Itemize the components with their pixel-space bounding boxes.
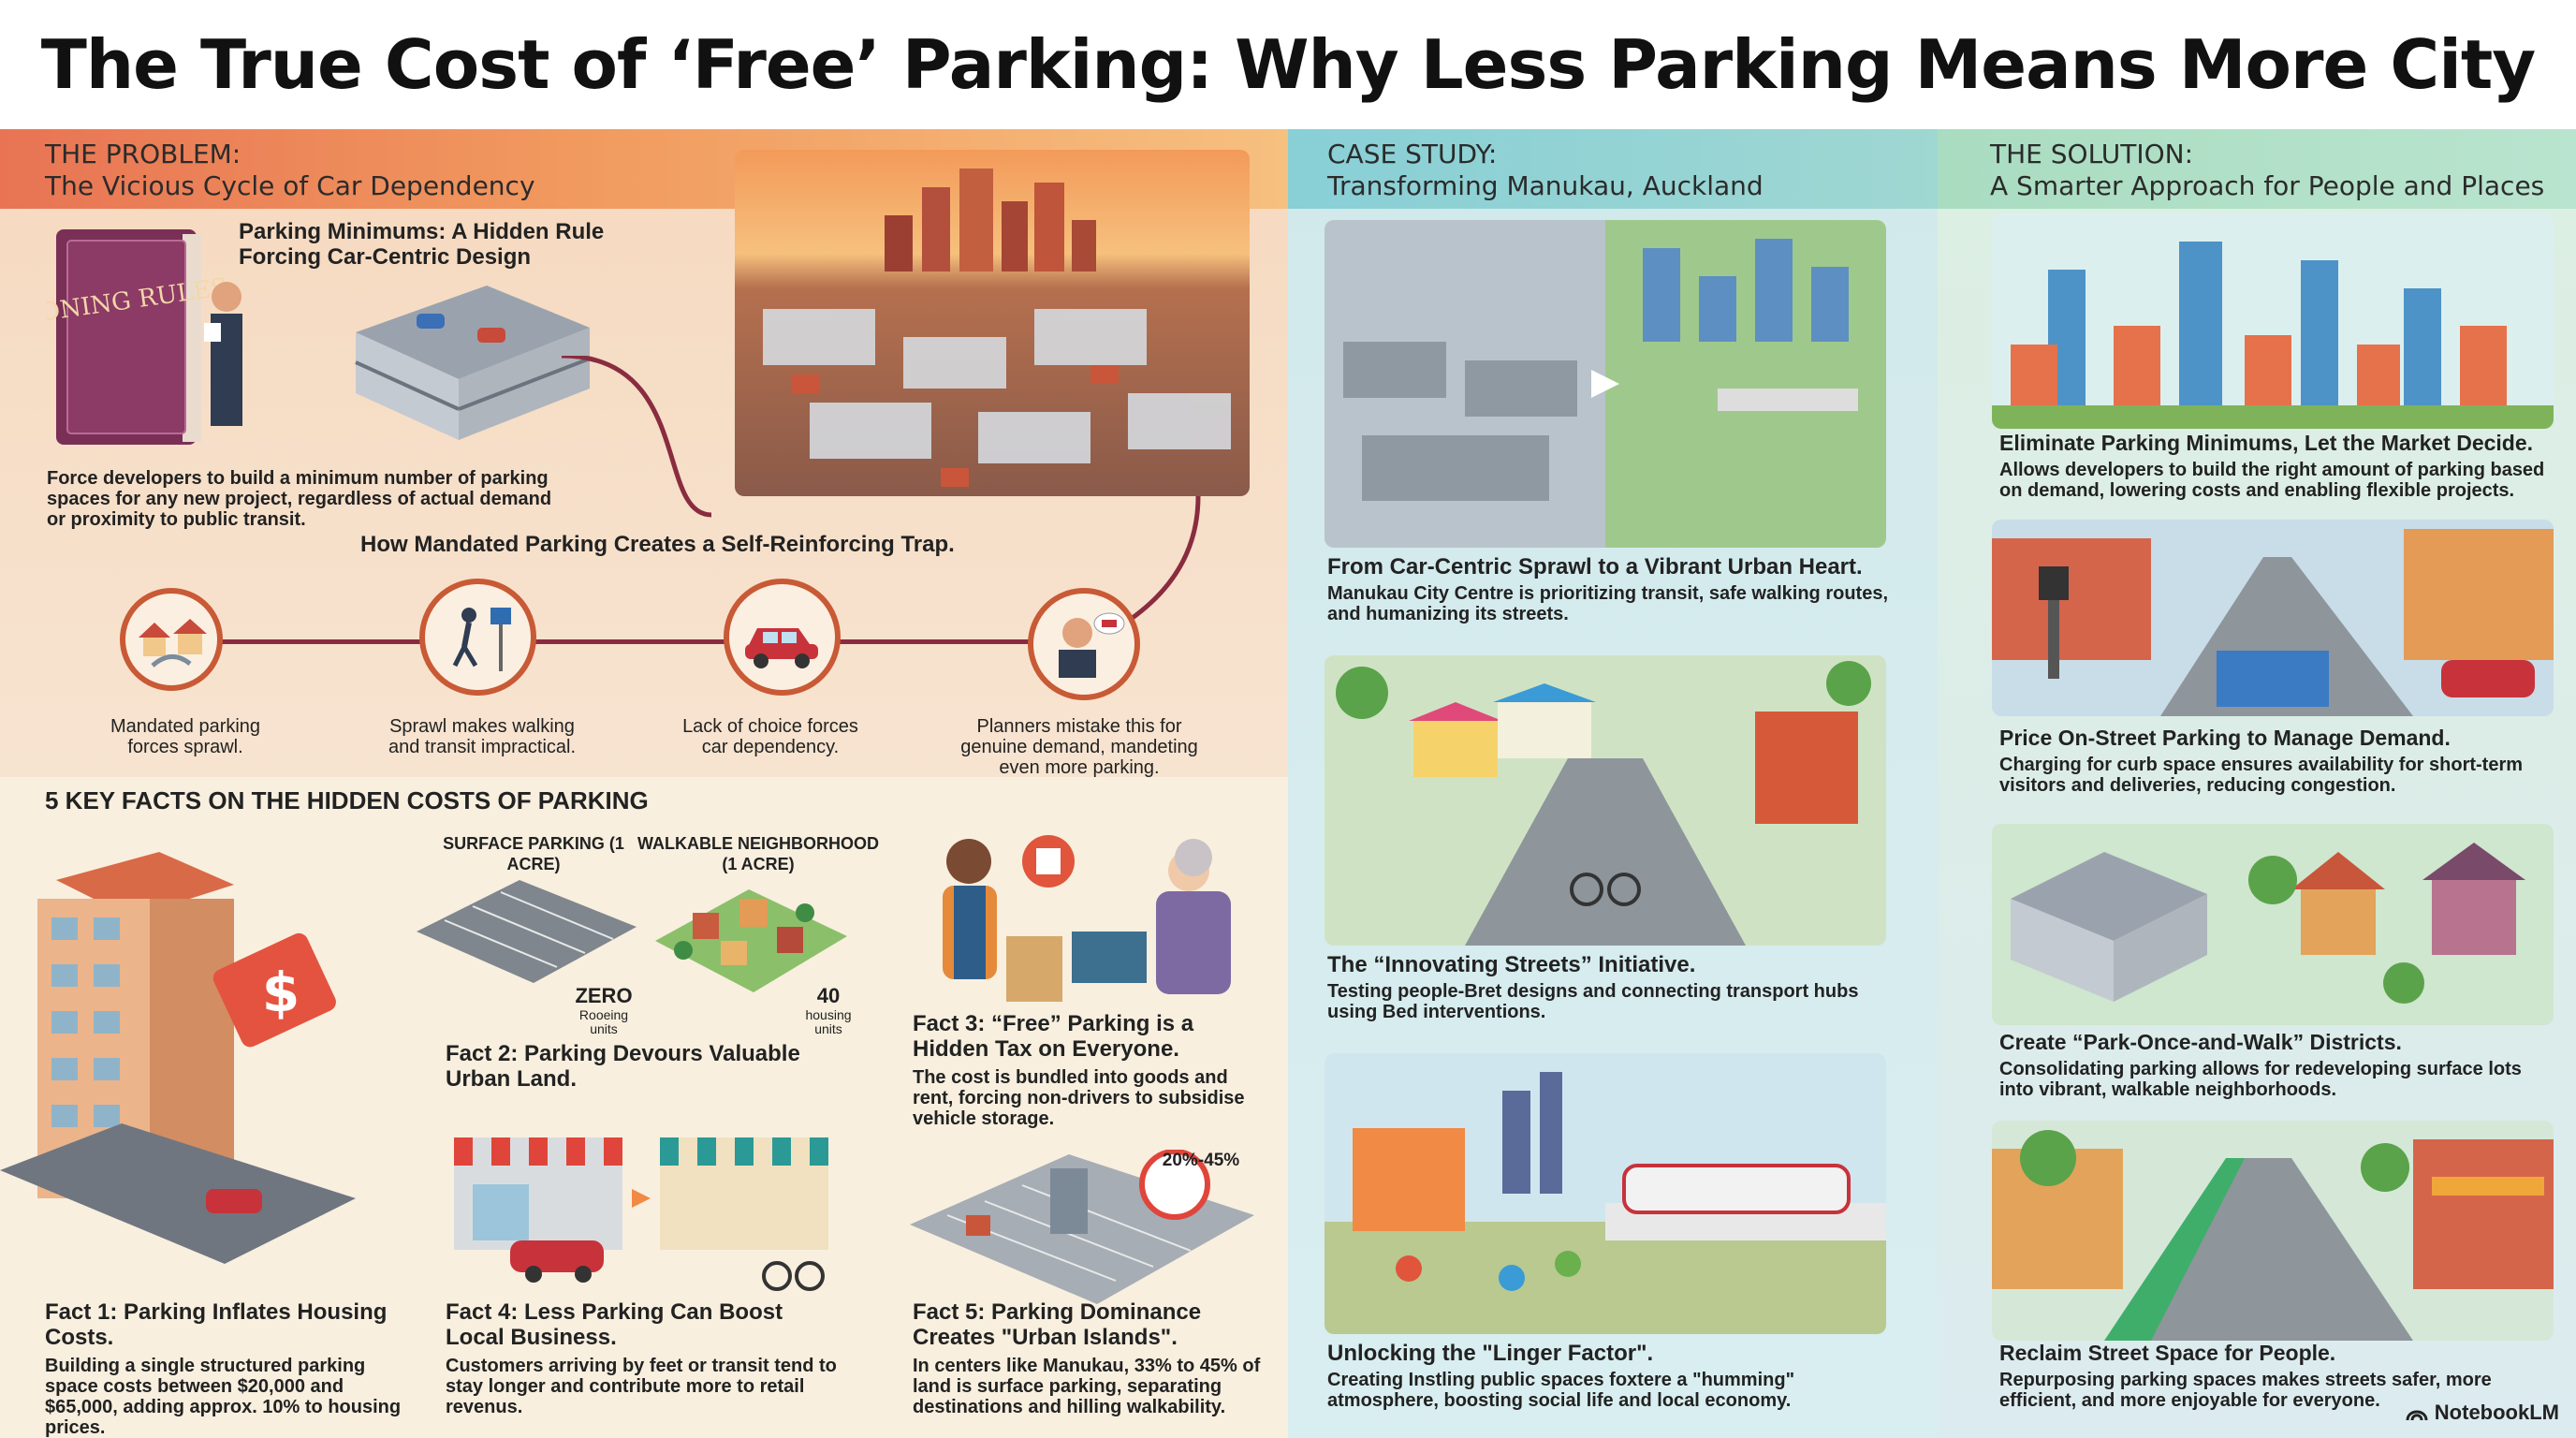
fact-5-body: In centers like Manukau, 33% to 45% of l… bbox=[913, 1356, 1261, 1417]
fact-1-body: Building a single structured parking spa… bbox=[45, 1356, 402, 1438]
forty-unit: housing units bbox=[805, 1007, 852, 1036]
solution-item-4-title: Reclaim Street Space for People. bbox=[1999, 1341, 2336, 1365]
parking-minimums-title: Parking Minimums: A Hidden Rule Forcing … bbox=[239, 219, 605, 270]
case-item-2: The “Innovating Streets” Initiative. Tes… bbox=[1327, 952, 1908, 1022]
problem-subtitle: The Vicious Cycle of Car Dependency bbox=[45, 170, 535, 201]
case-item-1-body: Manukau City Centre is prioritizing tran… bbox=[1327, 583, 1889, 624]
case-item-3-title: Unlocking the "Linger Factor". bbox=[1327, 1341, 1654, 1366]
parking-garage-illustration bbox=[355, 286, 591, 440]
case-item-2-title: The “Innovating Streets” Initiative. bbox=[1327, 952, 1696, 977]
fact-5-title: Fact 5: Parking Dominance Creates "Urban… bbox=[913, 1299, 1202, 1350]
on-street-parking-illustration bbox=[1992, 520, 2554, 716]
car-icon bbox=[744, 627, 818, 668]
planner-icon bbox=[1059, 612, 1125, 678]
fact-1-title: Fact 1: Parking Inflates Housing Costs. bbox=[45, 1299, 388, 1350]
solution-item-3: Create “Park-Once-and-Walk” Districts. C… bbox=[1999, 1030, 2561, 1100]
price-tag-text: $ bbox=[262, 961, 300, 1024]
surface-parking-lot-illustration bbox=[417, 880, 637, 983]
zero-units-stat: ZERO Rooeing units bbox=[571, 983, 637, 1036]
case-item-3: Unlocking the "Linger Factor". Creating … bbox=[1327, 1341, 1908, 1411]
case-item-2-body: Testing people-Bret designs and connecti… bbox=[1327, 981, 1859, 1022]
cycle-step-3 bbox=[724, 579, 841, 696]
fact-5: Fact 5: Parking Dominance Creates "Urban… bbox=[913, 1299, 1268, 1417]
solution-header: THE SOLUTION: A Smarter Approach for Peo… bbox=[1990, 139, 2570, 202]
fact-2: Fact 2: Parking Devours Valuable Urban L… bbox=[446, 1041, 820, 1092]
title-bar: The True Cost of ‘Free’ Parking: Why Les… bbox=[0, 0, 2576, 129]
fact-3-body: The cost is bundled into goods and rent,… bbox=[913, 1067, 1245, 1129]
sprawl-city-illustration bbox=[735, 150, 1250, 496]
facts-heading: 5 KEY FACTS ON THE HIDDEN COSTS OF PARKI… bbox=[45, 786, 649, 814]
park-once-district-illustration bbox=[1992, 824, 2554, 1025]
house-icon bbox=[139, 619, 207, 668]
solution-item-1-title: Eliminate Parking Minimums, Let the Mark… bbox=[1999, 431, 2534, 455]
zoning-rules-book-illustration: ZONING RULES bbox=[47, 229, 242, 445]
walkable-neighborhood-label: WALKABLE NEIGHBORHOOD (1 ACRE) bbox=[637, 834, 879, 873]
solution-item-2-title: Price On-Street Parking to Manage Demand… bbox=[1999, 726, 2451, 750]
urban-islands-illustration bbox=[910, 1150, 1254, 1304]
page-title: The True Cost of ‘Free’ Parking: Why Les… bbox=[40, 25, 2536, 104]
fact-3: Fact 3: “Free” Parking is a Hidden Tax o… bbox=[913, 1011, 1268, 1129]
solution-item-1-body: Allows developers to build the right amo… bbox=[1999, 460, 2545, 501]
case-item-1-title: From Car-Centric Sprawl to a Vibrant Urb… bbox=[1327, 554, 1863, 580]
notebooklm-branding: NotebookLM bbox=[2405, 1401, 2559, 1425]
cycle-caption-2: Sprawl makes walking and transit impract… bbox=[388, 716, 577, 757]
trap-title: How Mandated Parking Creates a Self-Rein… bbox=[360, 532, 955, 557]
fact-4: Fact 4: Less Parking Can Boost Local Bus… bbox=[446, 1299, 839, 1417]
surface-parking-label: SURFACE PARKING (1 ACRE) bbox=[443, 834, 624, 873]
case-study-label: CASE STUDY: bbox=[1327, 139, 1498, 169]
walking-person-icon bbox=[452, 607, 511, 671]
cycle-caption-1: Mandated parking forces sprawl. bbox=[110, 716, 261, 757]
linger-factor-illustration bbox=[1325, 1053, 1886, 1334]
solution-item-3-body: Consolidating parking allows for redevel… bbox=[1999, 1059, 2522, 1100]
notebooklm-logo-icon bbox=[2406, 1410, 2428, 1421]
cycle-line bbox=[140, 639, 1086, 644]
storefronts-illustration bbox=[454, 1137, 828, 1291]
solution-item-1: Eliminate Parking Minimums, Let the Mark… bbox=[1999, 431, 2561, 501]
problem-label: THE PROBLEM: bbox=[45, 139, 242, 169]
case-study-subtitle: Transforming Manukau, Auckland bbox=[1327, 170, 1764, 201]
fact-1: Fact 1: Parking Inflates Housing Costs. … bbox=[45, 1299, 419, 1438]
cycle-caption-3: Lack of choice forces car dependency. bbox=[682, 716, 858, 757]
solution-header-band bbox=[1938, 129, 2576, 209]
case-study-header-band bbox=[1288, 129, 1938, 209]
case-study-header: CASE STUDY: Transforming Manukau, Auckla… bbox=[1327, 139, 1908, 202]
fact-4-body: Customers arriving by feet or transit te… bbox=[446, 1356, 837, 1417]
solution-item-4-body: Repurposing parking spaces makes streets… bbox=[1999, 1370, 2492, 1411]
apartment-building-illustration: $ bbox=[0, 852, 356, 1264]
zero-unit: Rooeing units bbox=[578, 1007, 629, 1036]
reclaimed-street-illustration bbox=[1992, 1121, 2554, 1341]
percentage-badge: 20%-45% bbox=[1162, 1151, 1240, 1170]
case-item-1: From Car-Centric Sprawl to a Vibrant Urb… bbox=[1327, 554, 1908, 624]
fact-4-title: Fact 4: Less Parking Can Boost Local Bus… bbox=[446, 1299, 783, 1350]
cycle-step-2 bbox=[419, 579, 536, 696]
checkout-counter-illustration bbox=[943, 835, 1231, 1002]
walkable-neighborhood-illustration bbox=[655, 889, 847, 992]
solution-item-2: Price On-Street Parking to Manage Demand… bbox=[1999, 726, 2561, 796]
solution-subtitle: A Smarter Approach for People and Places bbox=[1990, 170, 2545, 201]
fact-3-title: Fact 3: “Free” Parking is a Hidden Tax o… bbox=[913, 1011, 1194, 1062]
solution-label: THE SOLUTION: bbox=[1990, 139, 2194, 169]
cycle-step-1 bbox=[120, 588, 223, 691]
manukau-before-after-illustration bbox=[1325, 220, 1886, 548]
solution-item-3-title: Create “Park-Once-and-Walk” Districts. bbox=[1999, 1030, 2402, 1054]
cycle-caption-4: Planners mistake this for genuine demand… bbox=[960, 716, 1198, 778]
solution-item-2-body: Charging for curb space ensures availabi… bbox=[1999, 755, 2524, 796]
cycle-step-4 bbox=[1028, 588, 1140, 700]
problem-header: THE PROBLEM: The Vicious Cycle of Car De… bbox=[45, 139, 756, 202]
brand-label: NotebookLM bbox=[2434, 1401, 2559, 1424]
innovating-streets-illustration bbox=[1325, 655, 1886, 946]
city-skyline-illustration bbox=[1992, 213, 2554, 429]
case-item-3-body: Creating Instling public spaces foxtere … bbox=[1327, 1370, 1795, 1411]
parking-minimums-body: Force developers to build a minimum numb… bbox=[47, 468, 552, 530]
solution-item-4: Reclaim Street Space for People. Repurpo… bbox=[1999, 1341, 2561, 1411]
zero-value: ZERO bbox=[575, 984, 633, 1007]
forty-value: 40 bbox=[816, 984, 841, 1007]
fact-2-title: Fact 2: Parking Devours Valuable Urban L… bbox=[446, 1041, 800, 1092]
forty-units-stat: 40 housing units bbox=[796, 983, 861, 1036]
